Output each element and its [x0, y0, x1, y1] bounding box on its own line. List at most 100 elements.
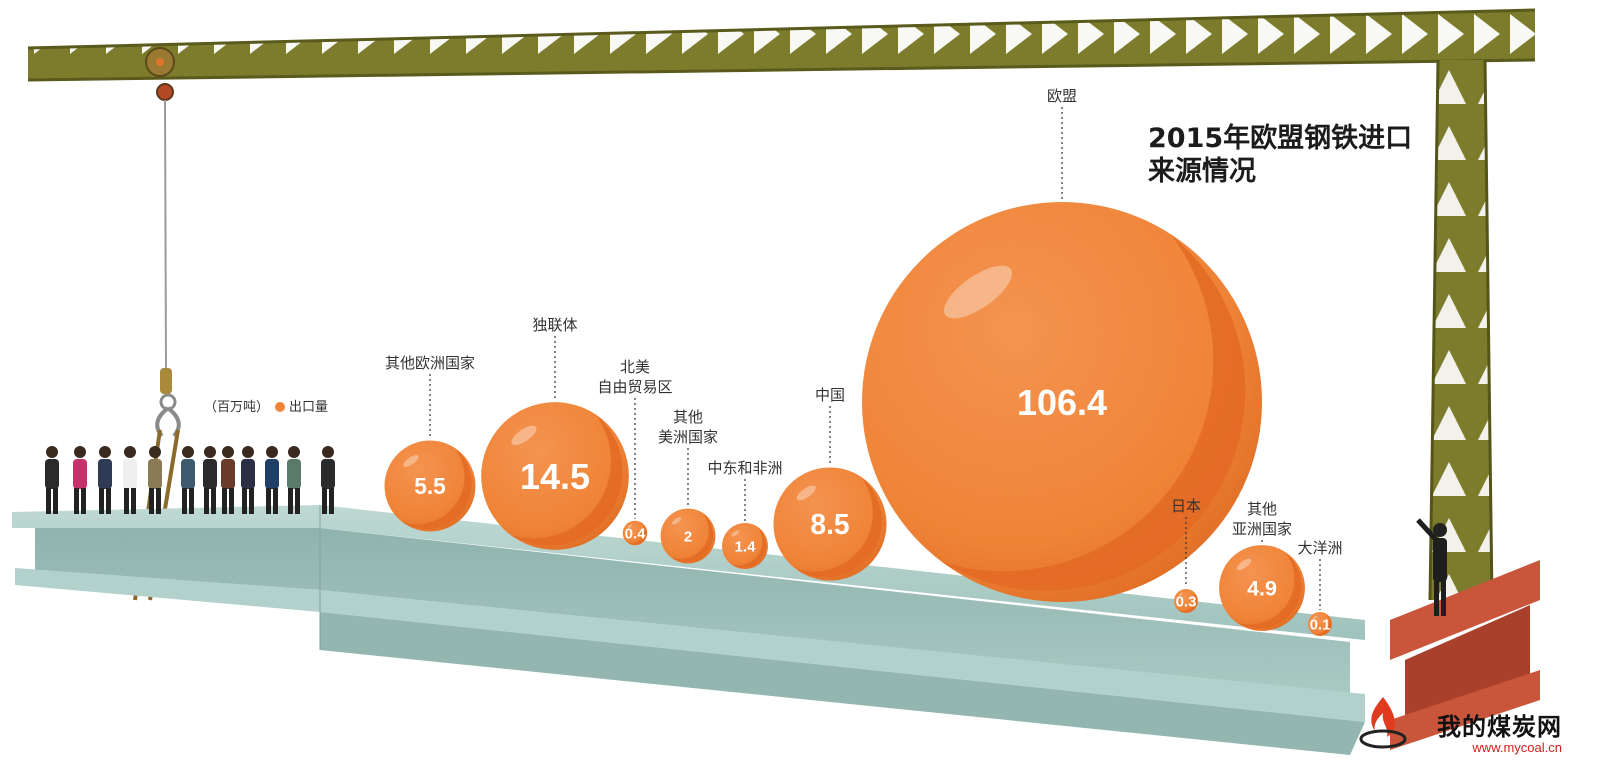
bubble-highlight — [1178, 592, 1184, 596]
person-body — [221, 459, 235, 489]
person-leg — [249, 488, 254, 514]
category-label: 其他 — [1247, 500, 1277, 518]
category-label: 亚洲国家 — [1232, 520, 1292, 538]
person-body — [321, 459, 335, 489]
bubble-highlight — [403, 454, 419, 467]
person-leg — [53, 488, 58, 514]
person-body — [203, 459, 217, 489]
value-label: 14.5 — [520, 456, 590, 497]
person-leg — [211, 488, 216, 514]
person-head — [288, 446, 300, 458]
person-body — [265, 459, 279, 489]
person-body — [73, 459, 87, 489]
watermark-name: 我的煤炭网 — [1437, 713, 1562, 741]
person-leg — [288, 488, 293, 514]
chart-title-line2: 来源情况 — [1148, 156, 1256, 187]
person-body — [287, 459, 301, 489]
watermark: 我的煤炭网 www.mycoal.cn — [1437, 707, 1562, 755]
person-head — [182, 446, 194, 458]
value-label: 0.4 — [625, 525, 647, 542]
person-leg — [81, 488, 86, 514]
person-leg — [222, 488, 227, 514]
value-label: 0.3 — [1176, 593, 1197, 610]
value-label: 106.4 — [1017, 382, 1107, 423]
value-label: 8.5 — [810, 508, 849, 540]
chart-title-line1: 2015年欧盟钢铁进口 — [1148, 123, 1413, 154]
person-head — [266, 446, 278, 458]
person-leg — [322, 488, 327, 514]
person-head — [149, 446, 161, 458]
bubble-highlight — [627, 524, 632, 528]
person-leg — [266, 488, 271, 514]
bubble-shade — [671, 513, 714, 562]
person-leg — [99, 488, 104, 514]
people-illustration — [45, 446, 335, 514]
category-label: 大洋洲 — [1297, 539, 1342, 557]
bubble-shade — [731, 526, 767, 568]
bubble-shade — [510, 414, 623, 546]
person-leg — [295, 488, 300, 514]
person-leg — [156, 488, 161, 514]
person-leg — [189, 488, 194, 514]
person-leg — [204, 488, 209, 514]
bubble-highlight — [511, 425, 537, 446]
mycoal-logo-icon — [1359, 697, 1407, 749]
person-body — [45, 459, 59, 489]
category-label: 其他欧洲国家 — [385, 354, 475, 372]
value-label: 5.5 — [414, 473, 446, 499]
person-head — [99, 446, 111, 458]
value-label: 0.1 — [1310, 616, 1331, 633]
category-label: 美洲国家 — [658, 428, 718, 446]
bubble-shade — [1236, 552, 1302, 629]
chart-title: 2015年欧盟钢铁进口 来源情况 — [1148, 122, 1448, 188]
person-head — [322, 446, 334, 458]
person-body — [181, 459, 195, 489]
category-label: 北美 — [620, 358, 650, 376]
person-head — [222, 446, 234, 458]
category-label: 中国 — [815, 386, 845, 404]
category-label: 自由贸易区 — [597, 378, 672, 396]
person-leg — [74, 488, 79, 514]
bubble-highlight — [731, 530, 740, 537]
person-leg — [149, 488, 154, 514]
bubble-shade — [1178, 591, 1197, 613]
category-label: 中东和非洲 — [707, 459, 782, 477]
legend-label: 出口量 — [289, 400, 329, 415]
value-label: 2 — [684, 528, 692, 545]
red-steel-block — [1390, 560, 1540, 750]
worker-on-platform — [1416, 518, 1447, 616]
person-leg — [46, 488, 51, 514]
crane-boom — [27, 8, 1536, 82]
bubble-series: 其他欧洲国家5.5独联体14.5北美自由贸易区0.4其他美洲国家2中东和非洲1.… — [384, 87, 1343, 636]
bubble-shade — [402, 448, 472, 529]
person-leg — [131, 488, 136, 514]
category-label: 其他 — [673, 408, 703, 426]
bubble-shade — [1312, 614, 1331, 636]
person-head — [242, 446, 254, 458]
bubble-highlight — [796, 485, 816, 501]
person-leg — [329, 488, 334, 514]
steel-beam — [12, 505, 1365, 755]
person-leg — [182, 488, 187, 514]
category-label: 独联体 — [532, 316, 577, 334]
bubble-highlight — [943, 265, 1013, 319]
bubble-highlight — [671, 517, 682, 525]
crane-tower — [1428, 59, 1494, 601]
unit-label: （百万吨） — [204, 400, 270, 415]
person-leg — [106, 488, 111, 514]
category-label: 欧盟 — [1047, 87, 1077, 105]
person-body — [98, 459, 112, 489]
value-label: 4.9 — [1247, 577, 1277, 601]
value-label: 1.4 — [735, 538, 757, 555]
unit-legend: （百万吨） 出口量 — [204, 396, 328, 415]
legend-dot-icon — [275, 402, 286, 412]
watermark-url: www.mycoal.cn — [1472, 740, 1562, 755]
person-head — [46, 446, 58, 458]
person-body — [123, 459, 137, 489]
bubble-shade — [627, 522, 647, 545]
person-leg — [242, 488, 247, 514]
person-leg — [124, 488, 129, 514]
person-head — [74, 446, 86, 458]
bubble-shade — [796, 477, 882, 578]
